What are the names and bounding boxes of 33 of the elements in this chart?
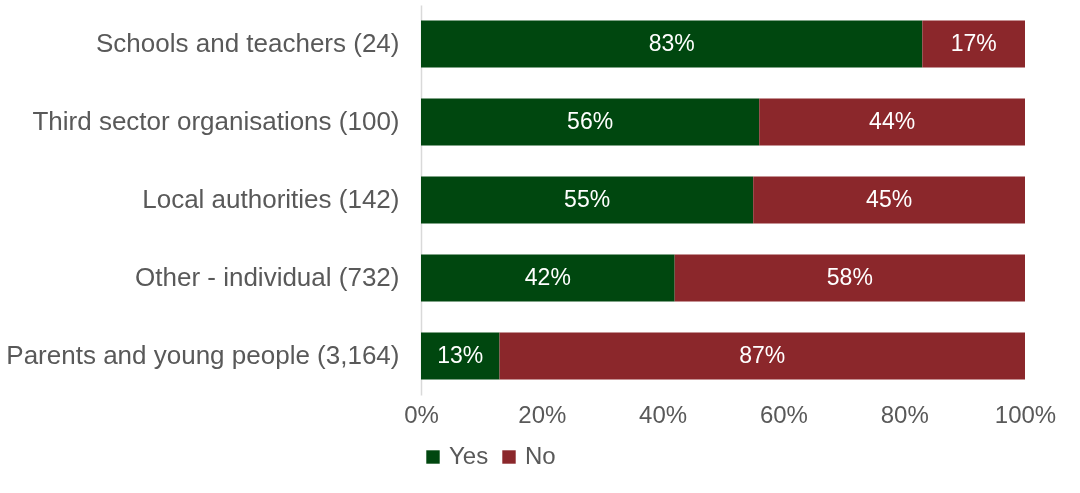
y-tick-label: Schools and teachers (24) (95, 28, 400, 58)
bar (421, 176, 754, 224)
data-label: 87% (739, 342, 786, 368)
legend-label: No (525, 442, 556, 469)
y-tick-label: Local authorities (142) (142, 184, 400, 214)
bar (674, 254, 1025, 302)
legend-label: Yes (449, 442, 489, 469)
y-tick-label: Parents and young people (3,164) (6, 340, 400, 370)
x-tick-label: 100% (994, 400, 1057, 428)
data-label: 83% (648, 30, 695, 56)
data-label: 44% (869, 108, 916, 134)
data-label: 56% (567, 108, 614, 134)
x-tick-label: 20% (518, 400, 567, 428)
bar (421, 20, 923, 68)
bar (759, 98, 1025, 146)
bar (499, 332, 1025, 380)
x-tick-label: 0% (404, 400, 439, 428)
x-tick-label: 80% (880, 400, 929, 428)
bar (753, 176, 1025, 224)
data-label: 55% (564, 186, 611, 212)
data-label: 45% (866, 186, 913, 212)
x-tick-label: 40% (639, 400, 688, 428)
bar (922, 20, 1025, 68)
y-tick-label: Other - individual (732) (135, 262, 400, 292)
y-tick-label: Third sector organisations (100) (32, 106, 400, 136)
bar (421, 332, 500, 380)
bar (421, 254, 675, 302)
data-label: 17% (950, 30, 997, 56)
data-label: 42% (524, 264, 571, 290)
x-tick-label: 60% (759, 400, 808, 428)
data-label: 13% (437, 342, 484, 368)
bar (421, 98, 760, 146)
data-label: 58% (826, 264, 873, 290)
